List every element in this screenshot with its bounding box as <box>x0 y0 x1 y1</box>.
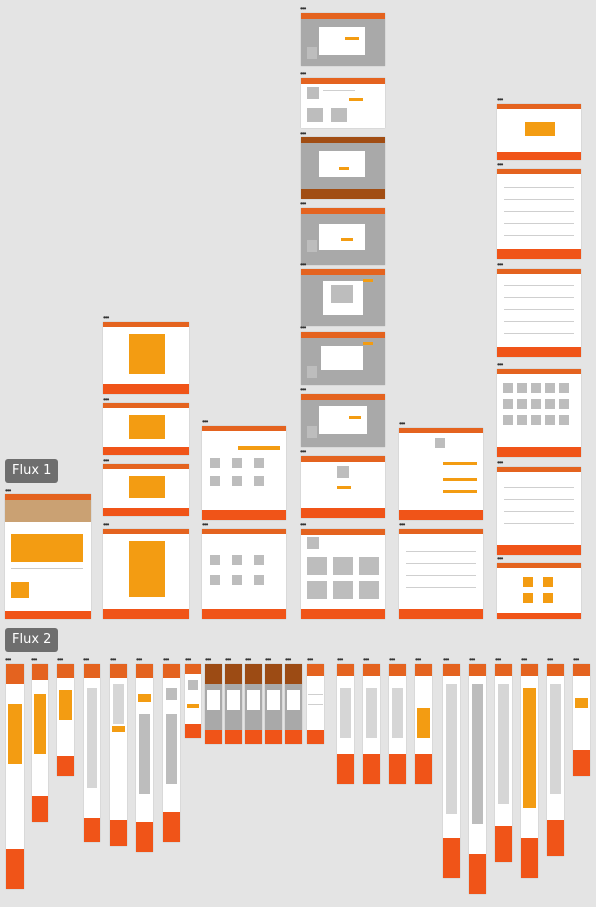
artboard-c4[interactable] <box>301 208 385 265</box>
artboard-c7[interactable] <box>301 394 385 447</box>
more-dots-icon[interactable]: ••• <box>300 4 306 13</box>
artboard-m8[interactable] <box>185 664 201 738</box>
more-dots-icon[interactable]: ••• <box>497 554 503 563</box>
artboard-m16[interactable] <box>363 664 380 784</box>
more-dots-icon[interactable]: ••• <box>300 260 306 269</box>
more-dots-icon[interactable]: ••• <box>497 160 503 169</box>
artboard-m11[interactable] <box>245 664 262 744</box>
more-dots-icon[interactable]: ••• <box>103 395 109 404</box>
more-dots-icon[interactable]: ••• <box>399 520 405 529</box>
more-dots-icon[interactable]: ••• <box>337 655 343 664</box>
artboard-c1[interactable] <box>301 13 385 66</box>
artboard-m17[interactable] <box>389 664 406 784</box>
artboard-f4[interactable] <box>497 369 581 457</box>
artboard-m1[interactable] <box>6 664 24 889</box>
artboard-m14[interactable] <box>307 664 324 744</box>
artboard-m15[interactable] <box>337 664 354 784</box>
artboard-f5[interactable] <box>497 467 581 555</box>
artboard-m13[interactable] <box>285 664 302 744</box>
flux-2-label: Flux 2 <box>5 628 59 652</box>
more-dots-icon[interactable]: ••• <box>300 129 306 138</box>
more-dots-icon[interactable]: ••• <box>300 447 306 456</box>
more-dots-icon[interactable]: ••• <box>573 655 579 664</box>
artboard-m2[interactable] <box>32 664 48 822</box>
artboard-b2[interactable] <box>103 403 189 455</box>
artboard-b1[interactable] <box>103 322 189 394</box>
artboard-c3[interactable] <box>301 137 385 199</box>
artboard-c6[interactable] <box>301 332 385 385</box>
more-dots-icon[interactable]: ••• <box>443 655 449 664</box>
artboard-b4[interactable] <box>103 529 189 619</box>
more-dots-icon[interactable]: ••• <box>285 655 291 664</box>
more-dots-icon[interactable]: ••• <box>300 69 306 78</box>
flux-1-label: Flux 1 <box>5 459 59 483</box>
artboard-c8[interactable] <box>301 456 385 518</box>
more-dots-icon[interactable]: ••• <box>300 520 306 529</box>
artboard-f1[interactable] <box>497 104 581 160</box>
more-dots-icon[interactable]: ••• <box>363 655 369 664</box>
more-dots-icon[interactable]: ••• <box>83 655 89 664</box>
artboard-m23[interactable] <box>547 664 564 856</box>
more-dots-icon[interactable]: ••• <box>469 655 475 664</box>
artboard-m24[interactable] <box>573 664 590 776</box>
artboard-c5[interactable] <box>301 269 385 326</box>
artboard-d1[interactable] <box>202 426 286 520</box>
artboard-m22[interactable] <box>521 664 538 878</box>
artboard-m20[interactable] <box>469 664 486 894</box>
more-dots-icon[interactable]: ••• <box>103 456 109 465</box>
more-dots-icon[interactable]: ••• <box>57 655 63 664</box>
more-dots-icon[interactable]: ••• <box>163 655 169 664</box>
more-dots-icon[interactable]: ••• <box>245 655 251 664</box>
artboard-c2[interactable] <box>301 78 385 128</box>
more-dots-icon[interactable]: ••• <box>399 419 405 428</box>
more-dots-icon[interactable]: ••• <box>103 313 109 322</box>
artboard-c9[interactable] <box>301 529 385 619</box>
artboard-e1[interactable] <box>399 428 483 520</box>
artboard-m6[interactable] <box>136 664 153 852</box>
artboard-m3[interactable] <box>57 664 74 776</box>
artboard-f2[interactable] <box>497 169 581 259</box>
more-dots-icon[interactable]: ••• <box>202 520 208 529</box>
more-dots-icon[interactable]: ••• <box>185 655 191 664</box>
more-dots-icon[interactable]: ••• <box>205 655 211 664</box>
artboard-m7[interactable] <box>163 664 180 842</box>
more-dots-icon[interactable]: ••• <box>5 655 11 664</box>
more-dots-icon[interactable]: ••• <box>5 486 11 495</box>
more-dots-icon[interactable]: ••• <box>136 655 142 664</box>
artboard-m5[interactable] <box>110 664 127 846</box>
more-dots-icon[interactable]: ••• <box>300 323 306 332</box>
more-dots-icon[interactable]: ••• <box>225 655 231 664</box>
artboard-m19[interactable] <box>443 664 460 878</box>
more-dots-icon[interactable]: ••• <box>497 360 503 369</box>
more-dots-icon[interactable]: ••• <box>300 385 306 394</box>
more-dots-icon[interactable]: ••• <box>31 655 37 664</box>
artboard-m18[interactable] <box>415 664 432 784</box>
artboard-m10[interactable] <box>225 664 242 744</box>
more-dots-icon[interactable]: ••• <box>307 655 313 664</box>
more-dots-icon[interactable]: ••• <box>415 655 421 664</box>
more-dots-icon[interactable]: ••• <box>497 458 503 467</box>
artboard-f6[interactable] <box>497 563 581 619</box>
more-dots-icon[interactable]: ••• <box>497 260 503 269</box>
more-dots-icon[interactable]: ••• <box>389 655 395 664</box>
artboard-m9[interactable] <box>205 664 222 744</box>
more-dots-icon[interactable]: ••• <box>497 95 503 104</box>
artboard-f3[interactable] <box>497 269 581 357</box>
artboard-e2[interactable] <box>399 529 483 619</box>
artboard-b3[interactable] <box>103 464 189 516</box>
artboard-m4[interactable] <box>84 664 100 842</box>
more-dots-icon[interactable]: ••• <box>103 520 109 529</box>
artboard-m12[interactable] <box>265 664 282 744</box>
artboard-m21[interactable] <box>495 664 512 862</box>
artboard-home[interactable] <box>5 494 91 619</box>
more-dots-icon[interactable]: ••• <box>300 199 306 208</box>
artboard-d2[interactable] <box>202 529 286 619</box>
more-dots-icon[interactable]: ••• <box>202 417 208 426</box>
more-dots-icon[interactable]: ••• <box>547 655 553 664</box>
more-dots-icon[interactable]: ••• <box>521 655 527 664</box>
more-dots-icon[interactable]: ••• <box>110 655 116 664</box>
more-dots-icon[interactable]: ••• <box>265 655 271 664</box>
more-dots-icon[interactable]: ••• <box>495 655 501 664</box>
